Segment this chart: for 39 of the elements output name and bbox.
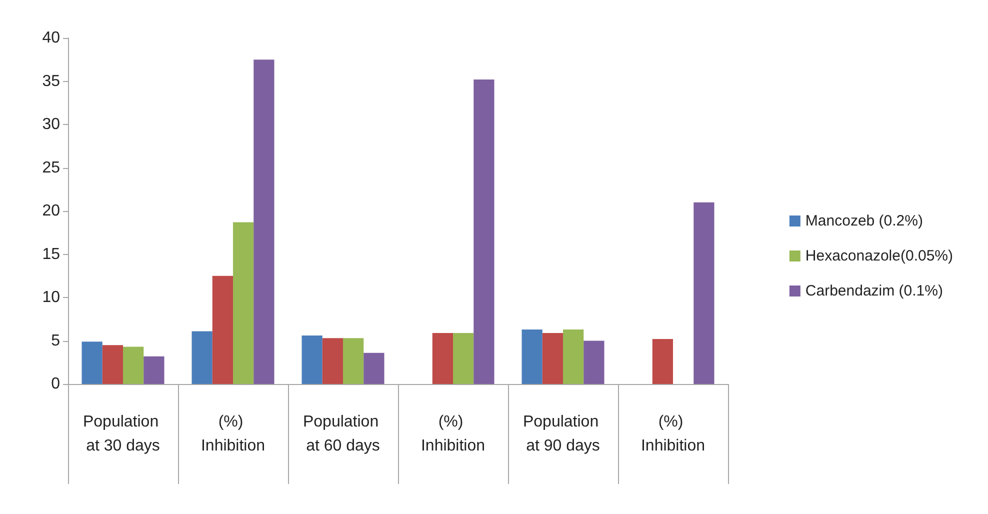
bar bbox=[364, 352, 384, 384]
legend-label: Mancozeb (0.2%) bbox=[805, 212, 923, 230]
y-tick-label: 15 bbox=[42, 246, 60, 263]
bar bbox=[123, 346, 144, 384]
legend-label: Carbendazim (0.1%) bbox=[805, 282, 943, 300]
x-tick-label: (%) Inhibition bbox=[640, 414, 706, 454]
bar bbox=[343, 338, 364, 384]
x-tick-label: (%) Inhibition bbox=[420, 414, 486, 454]
x-tick-label: Population at 90 days bbox=[522, 414, 604, 454]
y-tick-label: 40 bbox=[42, 30, 60, 46]
legend-label: Hexaconazole(0.05%) bbox=[805, 248, 954, 264]
bar bbox=[82, 342, 102, 384]
bar bbox=[302, 336, 322, 384]
bar bbox=[694, 202, 714, 384]
bar bbox=[254, 60, 274, 384]
bar bbox=[563, 330, 584, 384]
x-tick-label: Population at 30 days bbox=[82, 414, 164, 454]
x-tick-label: Population at 60 days bbox=[302, 414, 384, 454]
bar bbox=[144, 356, 164, 384]
bar bbox=[522, 330, 542, 384]
bar bbox=[192, 331, 212, 384]
x-tick-label: (%) Inhibition bbox=[200, 414, 266, 454]
bar bbox=[652, 339, 673, 384]
bar bbox=[233, 222, 254, 384]
bar bbox=[322, 338, 343, 384]
bar bbox=[474, 80, 494, 384]
y-tick-label: 10 bbox=[42, 289, 60, 306]
y-tick-label: 35 bbox=[42, 72, 60, 90]
y-tick-label: 5 bbox=[51, 332, 60, 350]
bar bbox=[102, 345, 123, 384]
bar bbox=[584, 340, 604, 384]
y-tick-label: 20 bbox=[42, 202, 60, 220]
y-tick-label: 0 bbox=[51, 376, 60, 392]
bar bbox=[212, 276, 233, 384]
y-tick-label: 30 bbox=[42, 116, 60, 133]
bar bbox=[542, 332, 563, 384]
bar bbox=[453, 332, 474, 384]
bar bbox=[432, 332, 453, 384]
y-tick-label: 25 bbox=[42, 159, 60, 176]
